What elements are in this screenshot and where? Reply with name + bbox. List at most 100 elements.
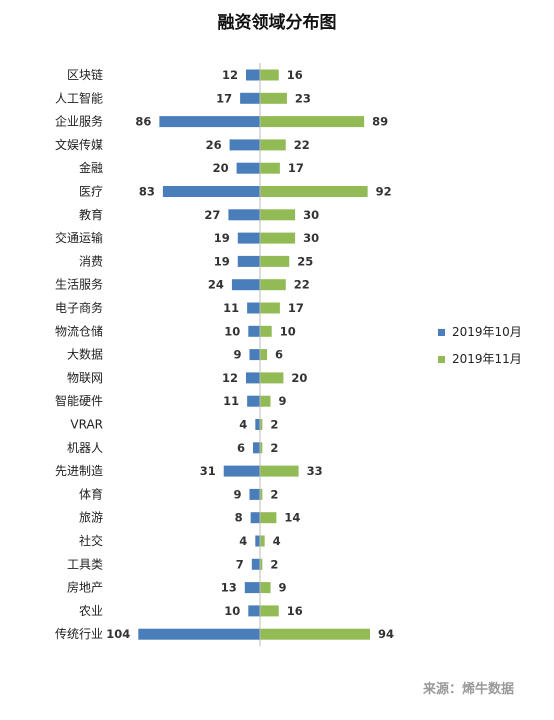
bar-2019-10 bbox=[240, 92, 260, 104]
data-label-2019-10: 19 bbox=[214, 231, 230, 245]
bar-2019-11 bbox=[260, 535, 265, 547]
data-label-2019-11: 4 bbox=[273, 534, 281, 548]
data-label-2019-10: 10 bbox=[224, 324, 240, 338]
bar-2019-10 bbox=[249, 349, 260, 361]
bar-2019-10 bbox=[247, 302, 260, 314]
bar-2019-10 bbox=[244, 582, 260, 594]
bar-2019-10 bbox=[250, 512, 260, 524]
data-label-2019-11: 30 bbox=[303, 208, 319, 222]
data-label-2019-11: 23 bbox=[295, 91, 311, 105]
chart-title: 融资领域分布图 bbox=[218, 12, 337, 33]
category-label: 企业服务 bbox=[55, 114, 103, 129]
data-label-2019-10: 9 bbox=[233, 348, 241, 362]
data-label-2019-10: 12 bbox=[222, 371, 238, 385]
data-label-2019-10: 4 bbox=[239, 534, 247, 548]
data-label-2019-11: 17 bbox=[288, 301, 304, 315]
category-label: 农业 bbox=[79, 604, 103, 618]
bar-2019-11 bbox=[260, 209, 296, 221]
data-label-2019-10: 83 bbox=[139, 185, 155, 199]
data-label-2019-11: 9 bbox=[279, 581, 287, 595]
data-label-2019-11: 16 bbox=[287, 604, 303, 618]
bar-2019-11 bbox=[260, 92, 287, 104]
data-label-2019-11: 10 bbox=[280, 324, 296, 338]
bars bbox=[138, 69, 370, 640]
bar-2019-11 bbox=[260, 582, 271, 594]
data-label-2019-11: 33 bbox=[307, 464, 323, 478]
bar-2019-10 bbox=[247, 395, 260, 407]
bar-2019-10 bbox=[162, 186, 260, 197]
bar-2019-11 bbox=[260, 232, 296, 244]
bar-2019-10 bbox=[252, 442, 260, 454]
bar-2019-11 bbox=[260, 162, 280, 174]
category-label: VRAR bbox=[70, 418, 103, 432]
data-label-2019-10: 11 bbox=[223, 394, 239, 408]
category-label: 大数据 bbox=[67, 347, 103, 362]
category-label: 工具类 bbox=[67, 557, 103, 571]
bar-2019-11 bbox=[260, 465, 299, 477]
legend-swatch bbox=[438, 329, 445, 336]
data-label-2019-11: 25 bbox=[297, 254, 313, 268]
category-label: 生活服务 bbox=[55, 277, 103, 292]
data-label-2019-10: 9 bbox=[233, 487, 241, 501]
category-label: 电子商务 bbox=[55, 300, 103, 315]
bar-2019-11 bbox=[260, 512, 277, 524]
bar-2019-10 bbox=[248, 605, 260, 617]
bar-2019-10 bbox=[255, 419, 260, 430]
data-label-2019-10: 8 bbox=[235, 511, 243, 525]
data-label-2019-11: 2 bbox=[270, 418, 278, 432]
data-label-2019-11: 22 bbox=[294, 278, 310, 292]
data-label-2019-10: 20 bbox=[213, 161, 229, 175]
bar-2019-10 bbox=[159, 116, 260, 128]
category-label: 智能硬件 bbox=[55, 393, 103, 408]
data-label-2019-10: 6 bbox=[237, 441, 245, 455]
bar-2019-11 bbox=[260, 69, 279, 81]
data-label-2019-10: 31 bbox=[200, 464, 216, 478]
bar-2019-11 bbox=[260, 302, 280, 314]
data-label-2019-11: 20 bbox=[291, 371, 307, 385]
category-label: 教育 bbox=[79, 207, 103, 222]
data-label-2019-10: 86 bbox=[135, 115, 151, 129]
data-label-2019-10: 11 bbox=[223, 301, 239, 315]
data-label-2019-11: 17 bbox=[288, 161, 304, 175]
bar-2019-10 bbox=[255, 535, 260, 547]
data-label-2019-11: 16 bbox=[287, 68, 303, 82]
legend-label: 2019年10月 bbox=[452, 325, 522, 339]
category-label: 医疗 bbox=[79, 185, 103, 199]
data-label-2019-10: 104 bbox=[106, 627, 130, 641]
source-label: 来源：烯牛数据 bbox=[422, 681, 514, 697]
data-label-2019-10: 12 bbox=[222, 68, 238, 82]
category-label: 文娱传媒 bbox=[55, 137, 103, 152]
category-label: 机器人 bbox=[67, 441, 103, 455]
bar-2019-11 bbox=[260, 558, 263, 570]
data-label-2019-11: 9 bbox=[279, 394, 287, 408]
bar-2019-11 bbox=[260, 442, 263, 454]
category-label: 物流仓储 bbox=[55, 323, 103, 338]
category-label: 物联网 bbox=[67, 371, 103, 385]
data-label-2019-11: 30 bbox=[303, 231, 319, 245]
category-label: 交通运输 bbox=[55, 230, 103, 245]
bar-2019-11 bbox=[260, 605, 279, 617]
bar-2019-10 bbox=[231, 279, 260, 291]
category-label: 先进制造 bbox=[55, 464, 103, 478]
data-label-2019-11: 6 bbox=[275, 348, 283, 362]
data-label-2019-11: 2 bbox=[270, 441, 278, 455]
data-label-2019-11: 22 bbox=[294, 138, 310, 152]
bar-2019-11 bbox=[260, 279, 286, 291]
data-label-2019-10: 7 bbox=[236, 557, 244, 571]
category-label: 社交 bbox=[79, 533, 103, 548]
data-label-2019-11: 2 bbox=[270, 487, 278, 501]
category-label: 区块链 bbox=[67, 67, 103, 82]
bar-2019-10 bbox=[228, 209, 260, 221]
data-label-2019-11: 92 bbox=[376, 185, 392, 199]
bar-2019-10 bbox=[223, 465, 260, 477]
legend-label: 2019年11月 bbox=[452, 352, 522, 366]
bar-2019-10 bbox=[248, 325, 260, 337]
bar-2019-10 bbox=[249, 488, 260, 500]
bar-2019-11 bbox=[260, 116, 365, 128]
data-label-2019-11: 89 bbox=[372, 115, 388, 129]
category-label: 房地产 bbox=[67, 580, 103, 595]
bar-2019-10 bbox=[229, 139, 260, 151]
bar-2019-11 bbox=[260, 395, 271, 407]
